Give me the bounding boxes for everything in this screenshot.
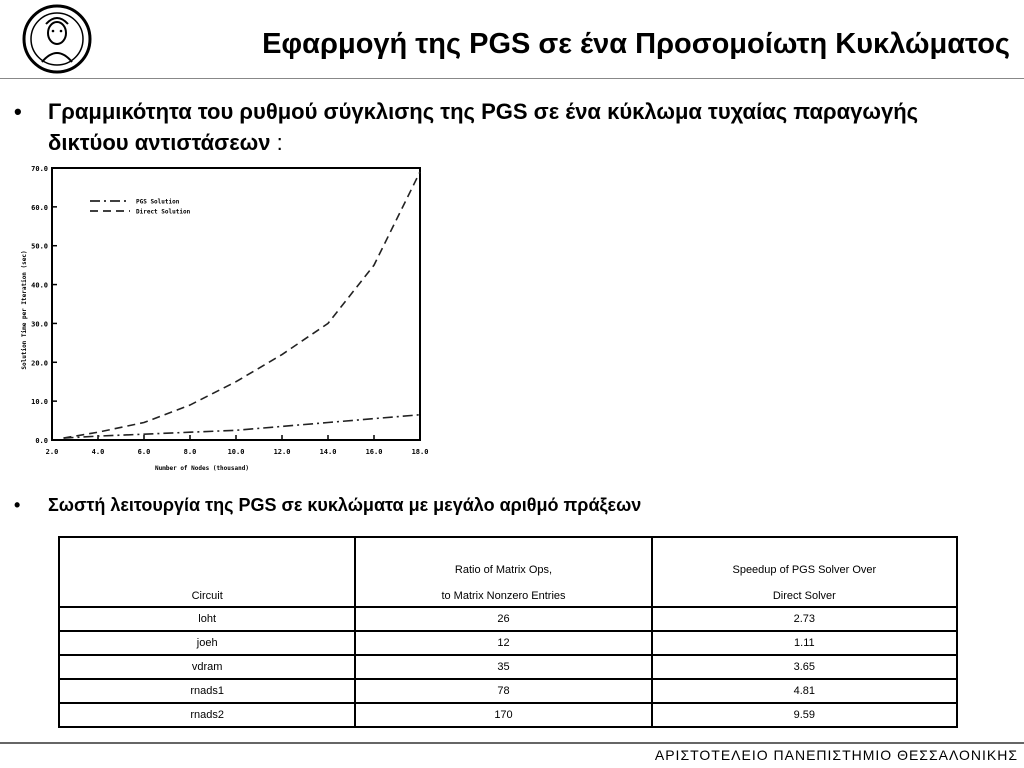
bullet-operation: • Σωστή λειτουργία της PGS σε κυκλώματα … xyxy=(14,494,994,516)
bullet-linearity-suffix: : xyxy=(270,130,283,155)
table-cell: 35 xyxy=(354,654,653,680)
y-tick-label: 10.0 xyxy=(31,398,48,406)
title-divider xyxy=(0,78,1024,79)
table-cell: joeh xyxy=(57,630,357,656)
table-row: rnads1 78 4.81 xyxy=(57,678,959,704)
x-tick-label: 12.0 xyxy=(274,448,291,456)
y-tick-label: 70.0 xyxy=(31,165,48,173)
footer-university-name: ΑΡΙΣΤΟΤΕΛΕΙΟ ΠΑΝΕΠΙΣΤΗΜΙΟ ΘΕΣΣΑΛΟΝΙΚΗΣ xyxy=(654,747,1018,763)
bullet-linearity: • Γραμμικότητα του ρυθμού σύγκλισης της … xyxy=(14,96,994,158)
table-cell: 9.59 xyxy=(650,702,959,728)
x-tick-label: 2.0 xyxy=(46,448,59,456)
table-cell: 1.11 xyxy=(650,630,959,656)
table-cell: 12 xyxy=(354,630,653,656)
footer-divider xyxy=(0,742,1024,744)
legend-label: PGS Solution xyxy=(136,199,180,206)
solution-time-chart: 0.0 10.0 20.0 30.0 40.0 50.0 60.0 70.0 2.0 4.0 6.… xyxy=(21,165,429,472)
x-tick-label: 18.0 xyxy=(412,448,429,456)
table-row: joeh 12 1.11 xyxy=(57,630,959,656)
y-tick-label: 0.0 xyxy=(35,437,48,445)
x-tick-label: 14.0 xyxy=(320,448,337,456)
header-speedup: Speedup of PGS Solver Over Direct Solver xyxy=(650,536,959,608)
plot-frame xyxy=(51,167,421,441)
table-cell: loht xyxy=(57,606,357,632)
table-cell: 170 xyxy=(354,702,653,728)
university-seal-logo xyxy=(22,4,92,74)
bullet-operation-text: Σωστή λειτουργία της PGS σε κυκλώματα με… xyxy=(48,495,642,515)
table-cell: 4.81 xyxy=(650,678,959,704)
bullet-dot-icon: • xyxy=(14,99,22,124)
x-tick-label: 4.0 xyxy=(92,448,105,456)
bullet-dot-icon: • xyxy=(14,495,21,515)
y-tick-label: 40.0 xyxy=(31,282,48,290)
header-circuit: Circuit xyxy=(57,536,357,608)
x-axis-label: Number of Nodes (thousand) xyxy=(155,465,249,472)
table-cell: 26 xyxy=(354,606,653,632)
table-row: vdram 35 3.65 xyxy=(57,654,959,680)
bullet-linearity-text: Γραμμικότητα του ρυθμού σύγκλισης της PG… xyxy=(48,99,919,155)
table-cell: rnads1 xyxy=(57,678,357,704)
x-tick-label: 10.0 xyxy=(228,448,245,456)
table-row: rnads2 170 9.59 xyxy=(57,702,959,728)
pgs-solution-line xyxy=(63,413,421,439)
y-tick-label: 50.0 xyxy=(31,243,48,251)
y-axis-label: Solution Time per Iteration (sec) xyxy=(21,250,28,369)
x-tick-label: 8.0 xyxy=(184,448,197,456)
y-tick-label: 20.0 xyxy=(31,359,48,367)
x-tick-label: 16.0 xyxy=(366,448,383,456)
table-cell: 3.65 xyxy=(650,654,959,680)
y-tick-label: 30.0 xyxy=(31,320,48,328)
speedup-table: Circuit Ratio of Matrix Ops, to Matrix N… xyxy=(57,536,959,728)
table-cell: 78 xyxy=(354,678,653,704)
y-tick-label: 60.0 xyxy=(31,204,48,212)
table-cell: 2.73 xyxy=(650,606,959,632)
table-cell: rnads2 xyxy=(57,702,357,728)
table-header-row: Circuit Ratio of Matrix Ops, to Matrix N… xyxy=(57,536,959,608)
legend-label: Direct Solution xyxy=(136,209,191,216)
header-ratio: Ratio of Matrix Ops, to Matrix Nonzero E… xyxy=(354,536,653,608)
direct-solution-line xyxy=(63,171,421,439)
page-title: Εφαρμογή της PGS σε ένα Προσομοίωτη Κυκλ… xyxy=(262,28,1010,60)
table-cell: vdram xyxy=(57,654,357,680)
table-row: loht 26 2.73 xyxy=(57,606,959,632)
x-tick-label: 6.0 xyxy=(138,448,151,456)
